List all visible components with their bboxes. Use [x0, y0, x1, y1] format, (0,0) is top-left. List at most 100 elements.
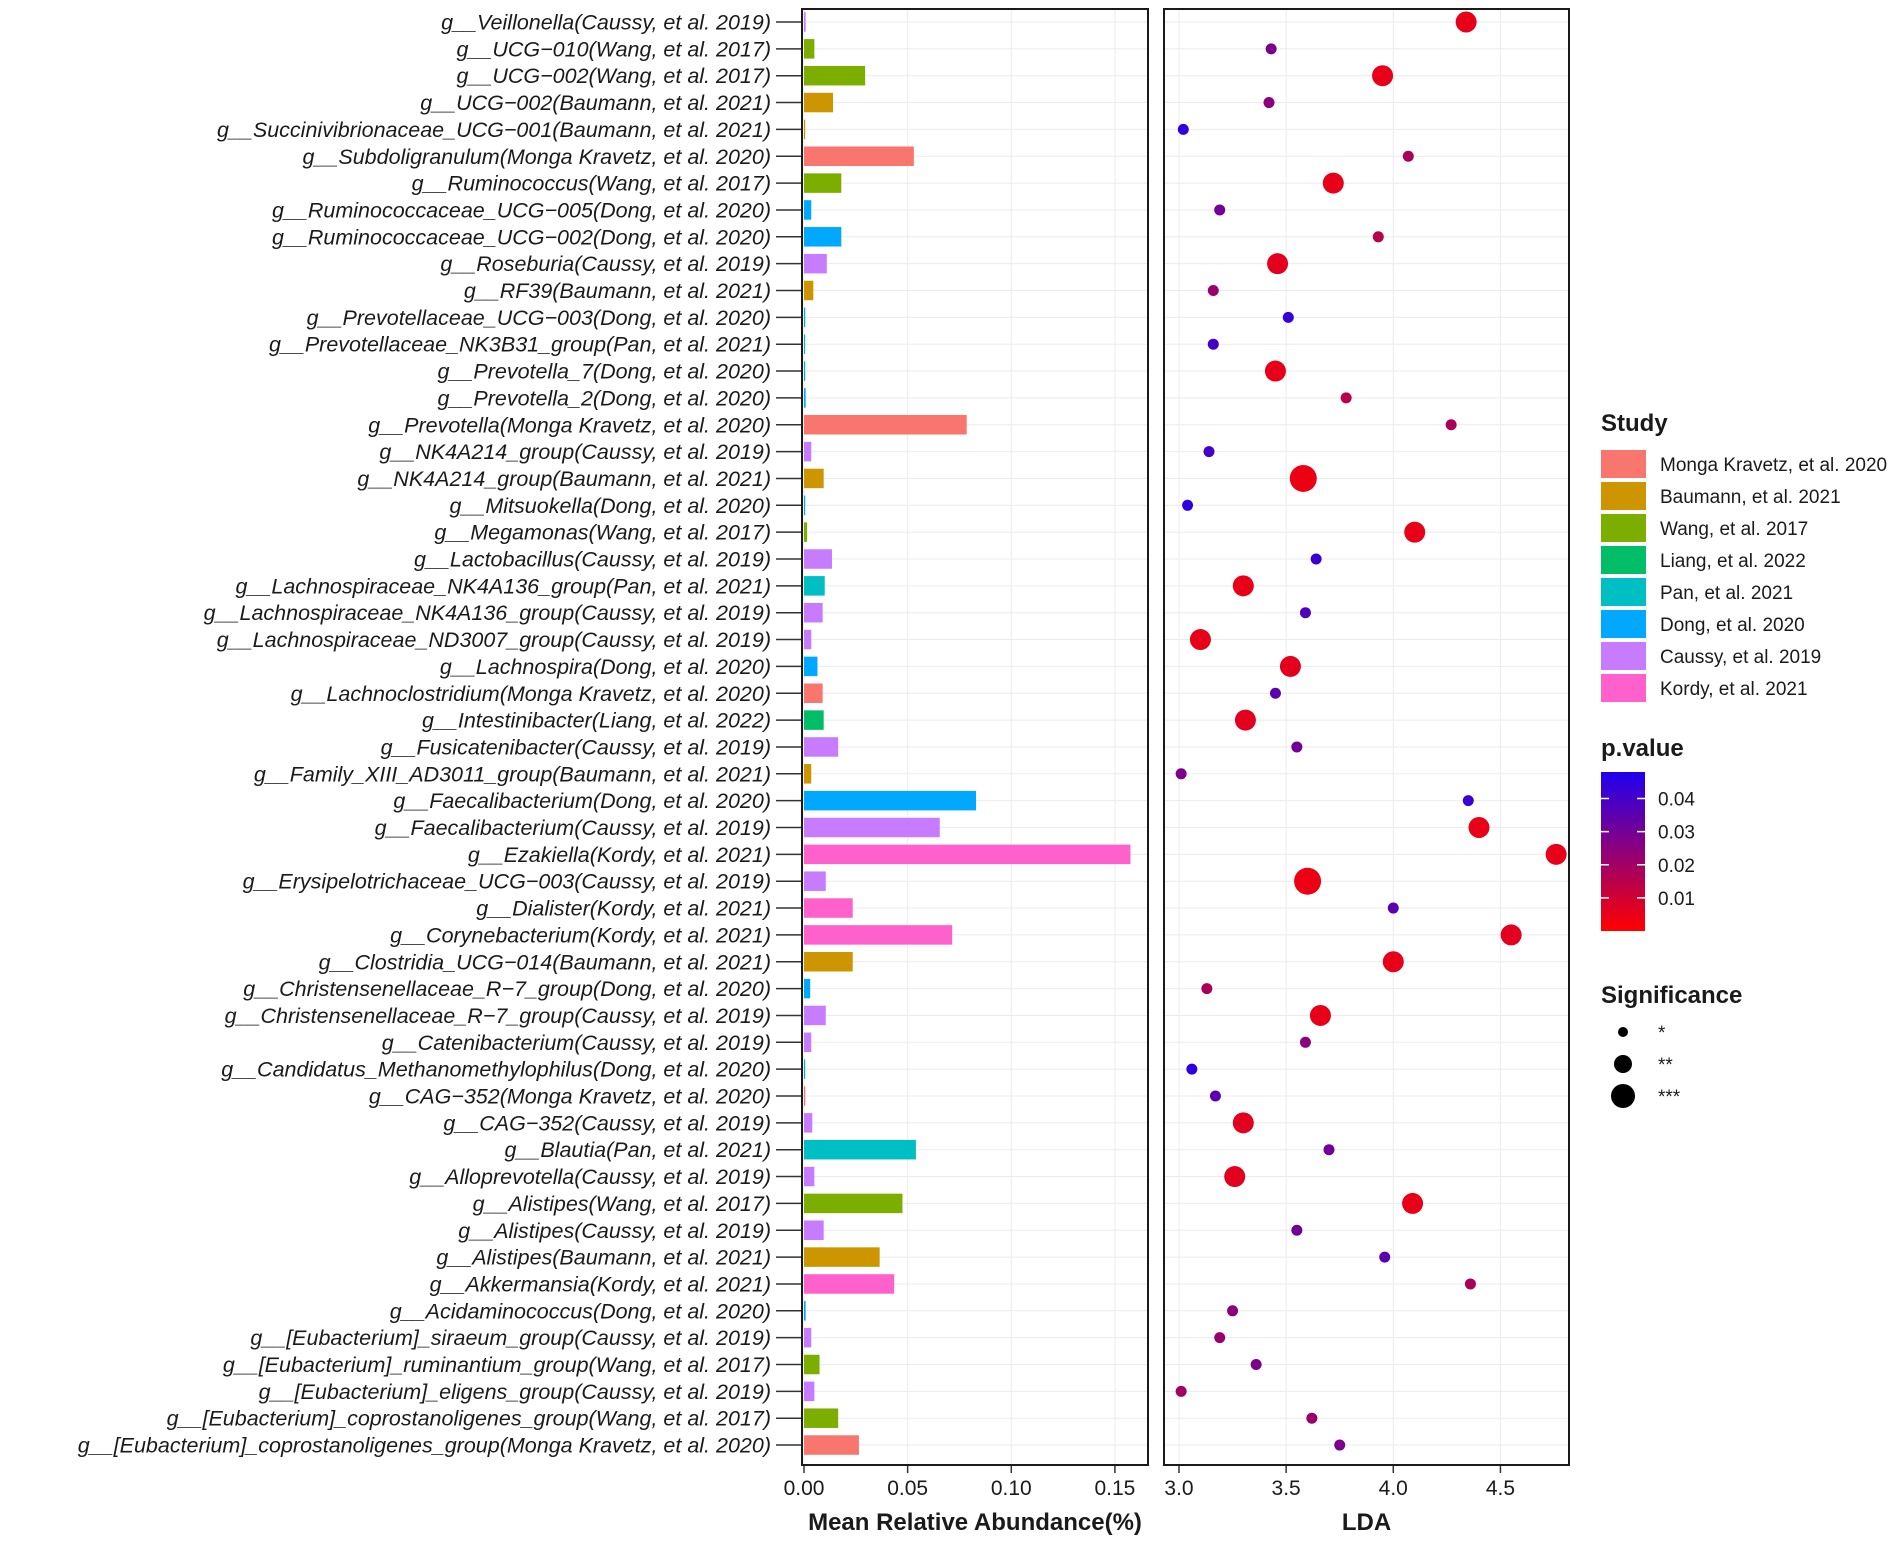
lda-point	[1402, 150, 1414, 162]
lda-point	[1250, 1359, 1262, 1370]
study-legend-swatch	[1601, 610, 1646, 638]
significance-legend-dot	[1611, 1084, 1635, 1108]
abundance-bar	[804, 173, 842, 193]
abundance-bar	[804, 361, 806, 381]
row-label: g__Corynebacterium(Kordy, et al. 2021)	[390, 923, 771, 947]
abundance-bar	[804, 307, 806, 328]
row-label: g__Prevotellaceae_UCG−003(Dong, et al. 2…	[307, 306, 771, 330]
abundance-bar	[804, 415, 967, 435]
abundance-bar	[804, 495, 806, 516]
lda-point	[1379, 1251, 1391, 1263]
row-label: g__Ruminococcaceae_UCG−002(Dong, et al. …	[272, 225, 771, 249]
lda-point	[1264, 360, 1286, 382]
lda-point	[1402, 1192, 1424, 1214]
legend: Study Monga Kravetz, et al. 2020 Baumann,…	[1601, 410, 1887, 1108]
lda-point	[1279, 655, 1301, 677]
lda-point	[1282, 311, 1294, 323]
significance-legend-title: Significance	[1601, 982, 1742, 1009]
abundance-bar	[804, 764, 812, 784]
abundance-bar	[804, 1032, 812, 1053]
abundance-bar	[804, 817, 940, 838]
lda-point	[1186, 1063, 1198, 1075]
lda-point	[1468, 817, 1490, 838]
row-label: g__Alistipes(Wang, et al. 2017)	[473, 1192, 771, 1216]
abundance-bar	[804, 737, 839, 757]
abundance-bar	[804, 65, 866, 86]
row-label: g__Prevotella_7(Dong, et al. 2020)	[438, 360, 771, 384]
abundance-bar	[804, 602, 823, 623]
row-label: g__Christensenellaceae_R−7_group(Dong, e…	[243, 977, 771, 1001]
row-label: g__UCG−002(Baumann, et al. 2021)	[420, 91, 771, 115]
row-label: g__Alistipes(Baumann, et al. 2021)	[436, 1246, 771, 1270]
abundance-bar	[804, 1301, 806, 1321]
row-label: g__Mitsuokella(Dong, et al. 2020)	[450, 494, 772, 518]
axis-layer: 0.00 0.05 0.10 0.15 3.0 3.5 4.0 4.5	[784, 1465, 1515, 1500]
abundance-bar	[804, 683, 823, 703]
abundance-bar	[804, 952, 853, 972]
row-label: g__Catenibacterium(Caussy, et al. 2019)	[382, 1031, 771, 1055]
abundance-panel-frame	[801, 8, 1149, 1466]
abundance-tick-label: 0.05	[887, 1477, 928, 1500]
lda-point	[1214, 1332, 1226, 1344]
lda-point	[1224, 1166, 1246, 1188]
lda-point	[1322, 172, 1344, 194]
abundance-tick-label: 0.00	[784, 1477, 825, 1500]
row-label: g__[Eubacterium]_coprostanoligenes_group…	[167, 1407, 771, 1431]
row-label: g__[Eubacterium]_siraeum_group(Caussy, e…	[250, 1326, 771, 1350]
row-label: g__NK4A214_group(Baumann, et al. 2021)	[357, 467, 771, 491]
lda-point	[1294, 867, 1322, 895]
row-label: g__Dialister(Kordy, et al. 2021)	[476, 897, 771, 921]
lda-point	[1299, 1036, 1311, 1048]
pvalue-tick-label: 0.03	[1658, 823, 1695, 844]
abundance-bar	[804, 925, 953, 945]
abundance-bar	[804, 1381, 815, 1402]
study-legend-label: Pan, et al. 2021	[1660, 583, 1793, 604]
abundance-bar	[804, 871, 826, 891]
lda-point	[1234, 709, 1256, 731]
abundance-bar	[804, 522, 808, 542]
lda-tick-label: 4.0	[1379, 1477, 1408, 1500]
row-label: g__Lactobacillus(Caussy, et al. 2019)	[414, 548, 771, 572]
abundance-bar	[804, 576, 825, 596]
dot-layer	[1175, 11, 1567, 1451]
study-legend-title: Study	[1601, 410, 1668, 437]
study-legend-label: Caussy, et al. 2019	[1660, 647, 1821, 668]
lda-point	[1232, 575, 1254, 597]
study-legend-label: Kordy, et al. 2021	[1660, 679, 1808, 700]
abundance-bar	[804, 1139, 916, 1160]
lda-panel-frame	[1163, 8, 1570, 1466]
abundance-bar	[804, 1327, 812, 1348]
row-label: g__Lachnospiraceae_NK4A136_group(Caussy,…	[204, 601, 771, 625]
lda-point	[1372, 65, 1394, 87]
row-label: g__Roseburia(Caussy, et al. 2019)	[440, 252, 771, 276]
lda-point	[1455, 11, 1477, 33]
row-label: g__[Eubacterium]_ruminantium_group(Wang,…	[223, 1353, 771, 1377]
row-label: g__Ruminococcaceae_UCG−005(Dong, et al. …	[272, 198, 771, 222]
lda-point	[1263, 97, 1275, 109]
abundance-bar	[804, 656, 818, 677]
abundance-bar	[804, 468, 824, 489]
study-legend-swatch	[1601, 642, 1646, 670]
lda-point	[1203, 446, 1215, 458]
lda-point	[1387, 902, 1399, 914]
lda-point	[1269, 687, 1281, 699]
abundance-bar	[804, 978, 811, 999]
lda-point	[1227, 1305, 1239, 1317]
bar-layer	[804, 12, 1131, 1455]
abundance-bar	[804, 1220, 824, 1240]
significance-legend-label: **	[1658, 1055, 1673, 1076]
lda-point	[1309, 1004, 1331, 1026]
abundance-bar	[804, 1247, 880, 1267]
lda-point	[1267, 253, 1289, 275]
abundance-bar	[804, 92, 834, 113]
abundance-tick-label: 0.15	[1094, 1477, 1135, 1500]
lda-point	[1175, 1385, 1187, 1397]
row-label: g__[Eubacterium]_eligens_group(Caussy, e…	[259, 1380, 771, 1404]
abundance-bar	[804, 1005, 826, 1026]
row-label: g__Ruminococcus(Wang, et al. 2017)	[412, 172, 771, 196]
lda-point	[1310, 553, 1322, 565]
lda-point	[1209, 1090, 1221, 1102]
row-label: g__Blautia(Pan, et al. 2021)	[504, 1138, 771, 1162]
abundance-bar	[804, 253, 827, 274]
abundance-bar	[804, 334, 806, 354]
